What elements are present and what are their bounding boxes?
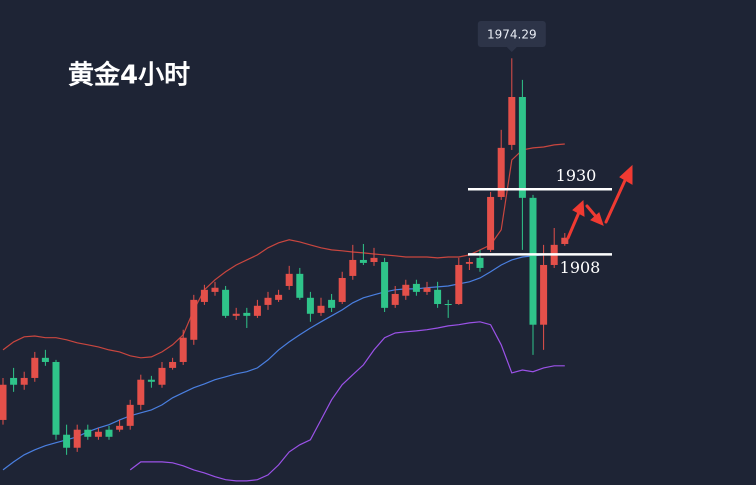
candle-body <box>94 431 102 437</box>
level-label: 1908 <box>560 258 601 277</box>
candle-body <box>10 377 18 385</box>
candle-body <box>423 287 431 292</box>
candle-body <box>200 289 208 302</box>
candle-body <box>222 289 230 316</box>
candle-body <box>476 257 484 268</box>
candle-body <box>243 312 251 316</box>
candle-body <box>105 429 113 437</box>
candle-body <box>179 337 187 362</box>
candle-body <box>444 304 452 306</box>
candle-body <box>412 283 420 292</box>
candle-body <box>31 357 39 378</box>
candle-body <box>84 429 92 437</box>
candle-body <box>116 425 124 430</box>
tooltip-label: 1974.29 <box>487 28 537 42</box>
plot: 1974.29 1930 1908 <box>0 21 612 482</box>
tooltip-pointer <box>506 47 517 52</box>
candle-body <box>126 404 134 426</box>
candle-body <box>63 434 71 448</box>
candle-body <box>0 384 7 420</box>
candle-body <box>518 97 526 198</box>
band-line <box>129 321 565 482</box>
arrow-head <box>590 212 604 226</box>
candle-body <box>73 429 81 448</box>
candle-body <box>338 277 346 302</box>
tooltip-box <box>477 21 546 47</box>
candle-body <box>20 377 28 385</box>
arrow <box>604 174 629 224</box>
candle-body <box>328 299 336 308</box>
candle-body <box>211 287 219 292</box>
band-line <box>2 253 565 471</box>
candle-body <box>158 367 166 385</box>
candle-body <box>190 299 198 340</box>
candle-body <box>317 305 325 313</box>
candle-body <box>285 273 293 286</box>
candle-body <box>529 197 537 325</box>
candle-body <box>41 357 49 362</box>
candle-body <box>296 273 304 298</box>
chart-title: 黄金4小时 <box>68 60 190 91</box>
candle-body <box>561 237 569 244</box>
candle-body <box>232 313 240 316</box>
candle-body <box>381 262 389 308</box>
candle-body <box>434 289 442 305</box>
arrow-head <box>619 164 633 185</box>
annotation-arrows <box>566 164 633 240</box>
level-label: 1930 <box>556 166 597 185</box>
candle-body <box>359 259 367 263</box>
candle-body <box>253 305 261 316</box>
arrow <box>566 208 582 240</box>
candle-body <box>306 297 314 314</box>
candle-body <box>391 293 399 305</box>
candle-body <box>169 361 177 368</box>
candle-body <box>349 259 357 276</box>
candle-body <box>540 264 548 325</box>
candle-body <box>455 264 463 305</box>
arrow-head <box>572 199 585 217</box>
candle-body <box>508 97 516 145</box>
candle-body <box>497 147 505 197</box>
candle-body <box>370 257 378 263</box>
candle-body <box>275 294 283 300</box>
candle-body <box>487 196 495 250</box>
candle-body <box>147 379 155 382</box>
candle-body <box>52 361 60 435</box>
candle-body <box>264 297 272 305</box>
candle-body <box>402 284 410 296</box>
candle-body <box>137 379 145 405</box>
candle-body <box>465 262 473 264</box>
